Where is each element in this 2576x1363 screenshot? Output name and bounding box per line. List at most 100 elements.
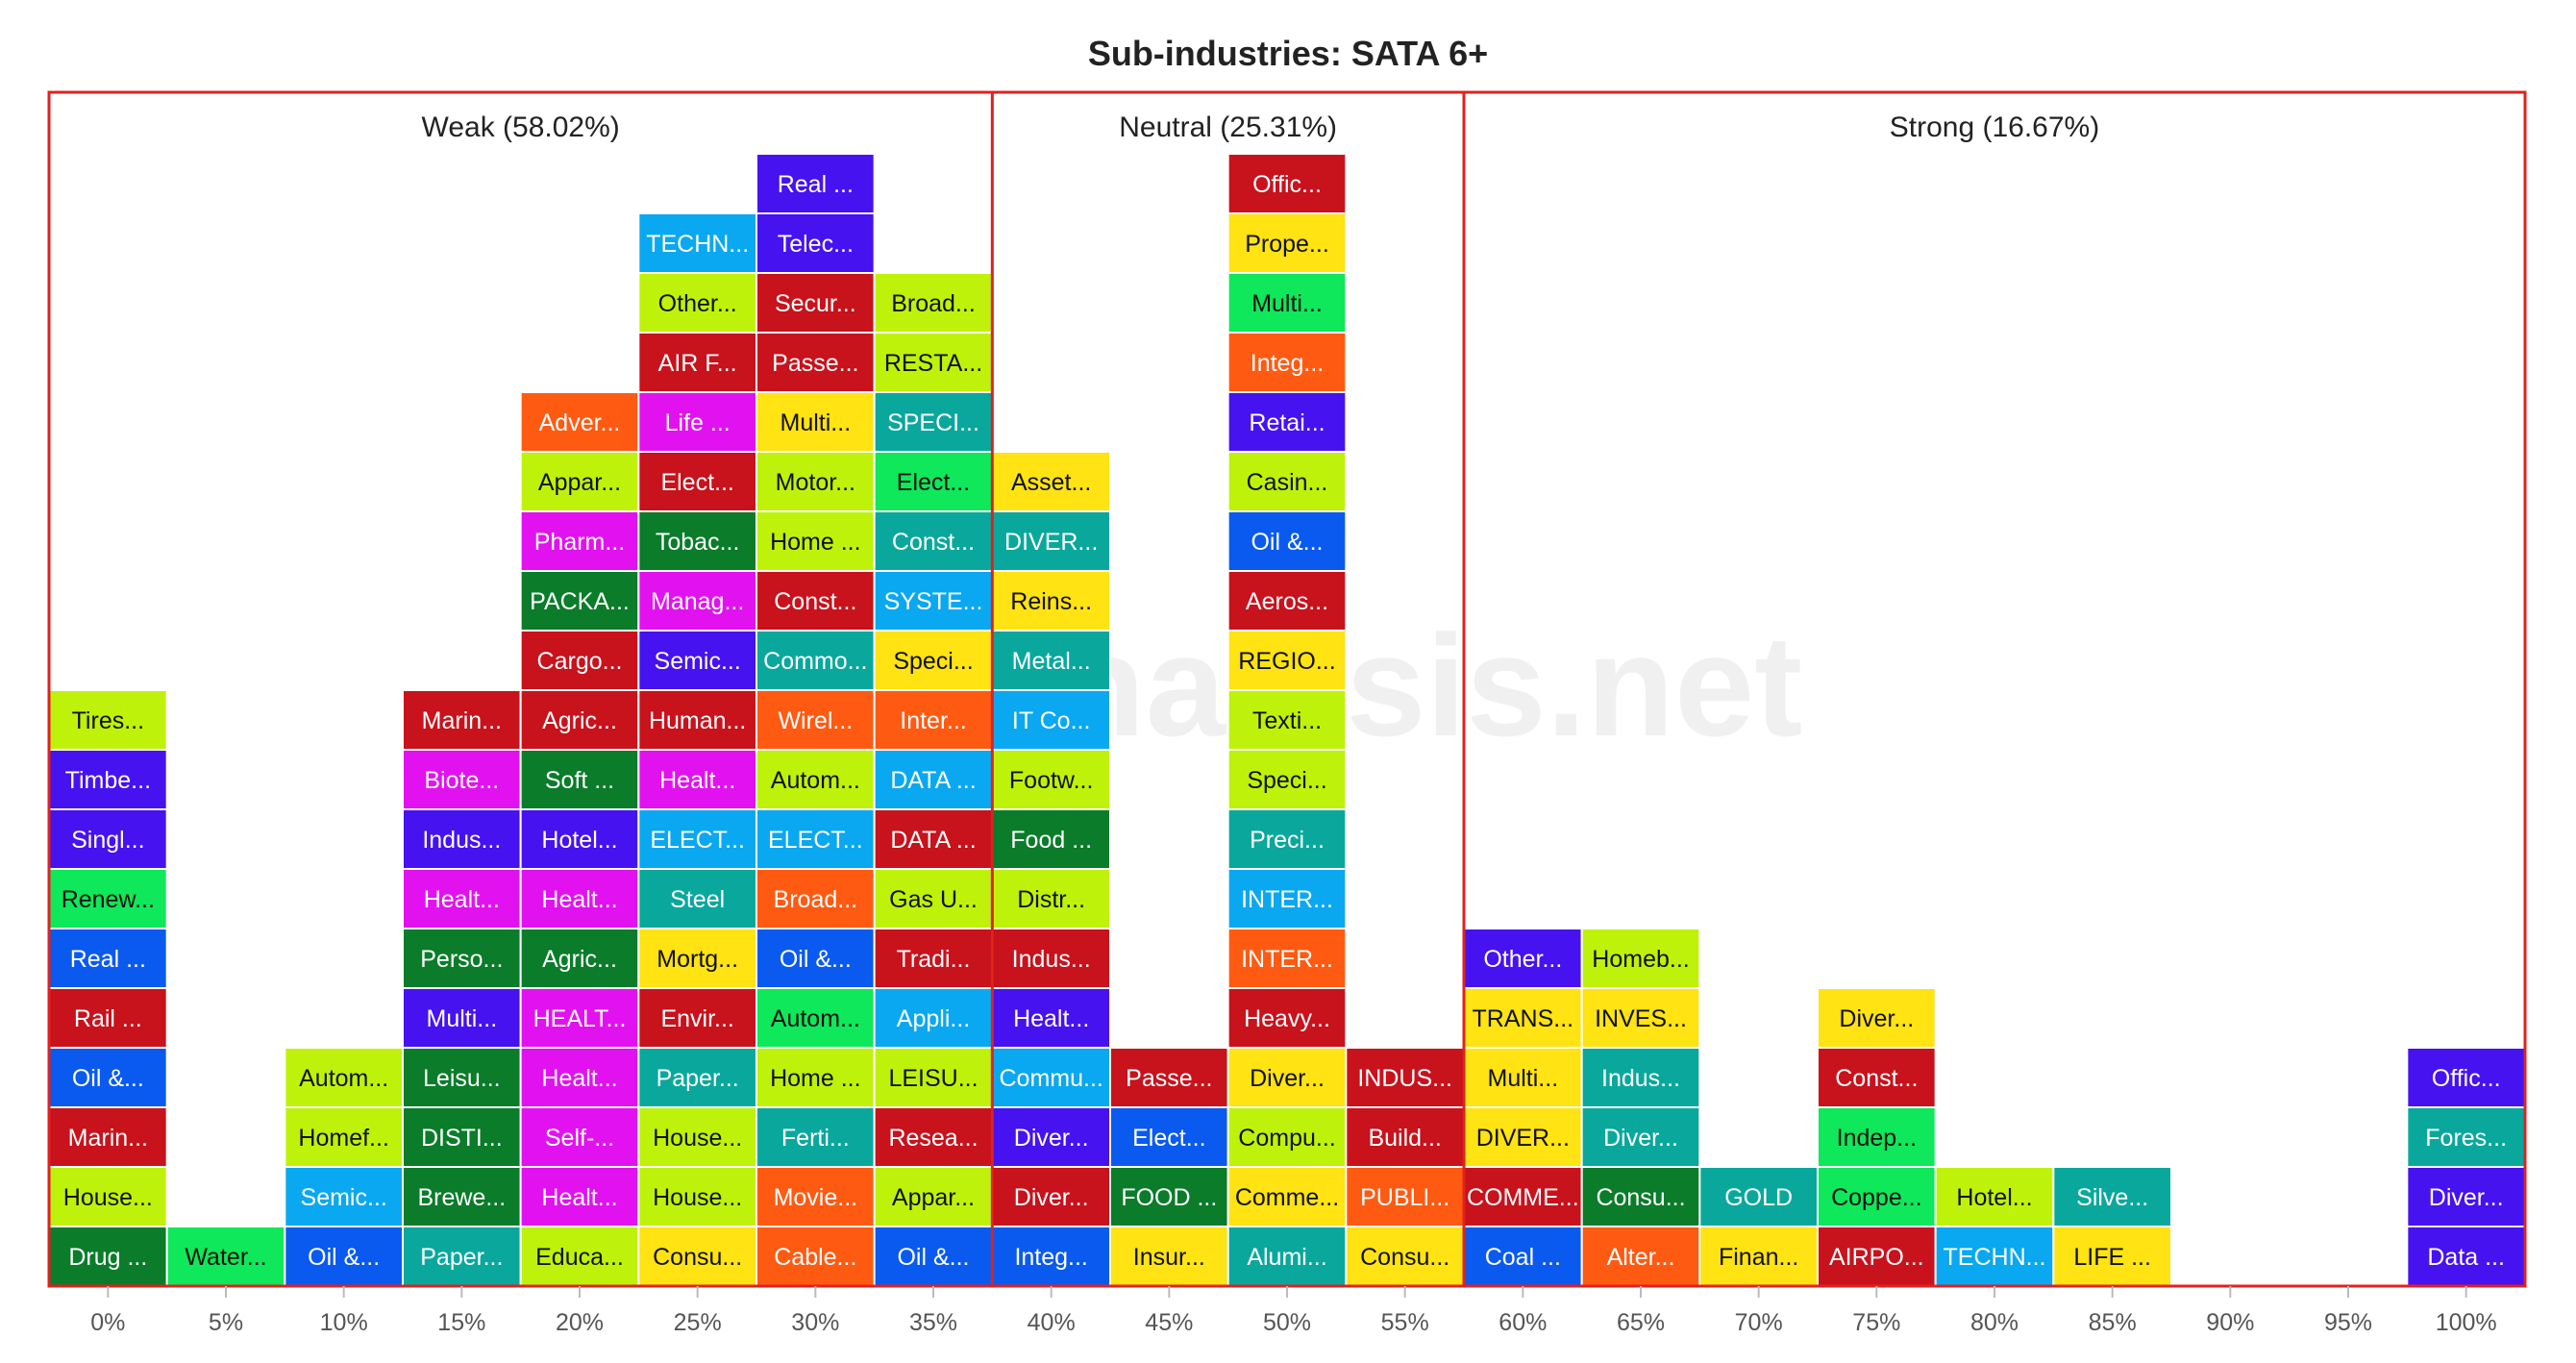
stack-cell: Hotel... [519, 808, 640, 870]
stack-cell: Life ... [637, 391, 757, 453]
stack-cell: HEALT... [519, 987, 640, 1049]
stack-cell: Asset... [991, 451, 1112, 512]
stack-cell-rect [1109, 1106, 1229, 1168]
stack-cell-label: Footw... [1009, 767, 1094, 794]
stack-cell: Adver... [519, 391, 640, 453]
stack-cell-rect [1345, 1106, 1466, 1168]
stack-cell-label: Healt... [541, 1184, 617, 1211]
stack-cell: PUBLI... [1345, 1166, 1466, 1227]
stack-cell-rect [1580, 1106, 1701, 1168]
stack-cell-label: Gas U... [889, 886, 978, 913]
stack-cell-label: Elect... [1132, 1125, 1205, 1152]
stack-cell-rect [1698, 1226, 1820, 1287]
stack-cell-rect [402, 749, 522, 810]
stack-cell-rect [755, 808, 876, 870]
stack-cell: Metal... [991, 630, 1112, 691]
stack-cell-rect [1463, 1106, 1583, 1168]
stack-cell-label: Secur... [775, 290, 856, 317]
stack-cell-label: Speci... [893, 648, 973, 675]
stack-cell-rect [519, 689, 640, 751]
stack-cell-rect [1934, 1166, 2055, 1227]
stack-cell-label: Manag... [651, 588, 744, 615]
x-tick-label: 95% [2324, 1309, 2372, 1336]
stack-cell-label: Mortg... [656, 946, 738, 973]
stack-cell-rect [519, 570, 640, 632]
stack-cell: Broad... [873, 272, 994, 334]
stack-cell-label: Const... [1835, 1065, 1918, 1092]
stack-cell-rect [755, 1106, 876, 1168]
stack-cell-label: Motor... [776, 469, 855, 496]
stack-cell-rect [755, 689, 876, 751]
stack-cell: SYSTE... [873, 570, 994, 632]
x-tick-label: 80% [1970, 1309, 2019, 1336]
stack-cell: Marin... [48, 1106, 168, 1168]
stack-cell-rect [1698, 1166, 1820, 1227]
stack-cell-rect [519, 510, 640, 572]
stack-cell-label: Semic... [655, 648, 741, 675]
stack-cell: Multi... [1226, 272, 1348, 334]
stack-cell-rect [519, 808, 640, 870]
stack-cell-label: Integ... [1251, 350, 1324, 377]
stack-cell: Other... [1463, 928, 1583, 989]
stack-cells: Drug ... House... Marin... Oil &... Rail ...… [48, 153, 2526, 1287]
stack-cell-rect [991, 808, 1112, 870]
stack-cell: Appar... [519, 451, 640, 512]
x-tick-label: 15% [437, 1309, 485, 1336]
stack-cell: LIFE ... [2052, 1226, 2172, 1287]
stack-cell-label: Steel [670, 886, 725, 913]
stack-cell-rect [519, 928, 640, 989]
zone-dividers [990, 92, 1466, 1286]
stack-cell: TECHN... [1934, 1226, 2055, 1287]
stack-cell-label: GOLD [1724, 1184, 1793, 1211]
stack-cell: REGIO... [1226, 630, 1348, 691]
x-tick-label: 55% [1381, 1309, 1429, 1336]
stack-cell-label: Biote... [424, 767, 499, 794]
stack-cell-rect [755, 510, 876, 572]
stack-cell-label: Diver... [1014, 1125, 1089, 1152]
stack-cell-rect [1226, 1226, 1348, 1287]
stack-cell: Envir... [637, 987, 757, 1049]
stack-cell: INVES... [1580, 987, 1701, 1049]
stack-cell: Real ... [755, 153, 876, 214]
stack-cell-label: Distr... [1017, 886, 1085, 913]
stack-cell: Healt... [637, 749, 757, 810]
stack-cell-rect [48, 1106, 168, 1168]
stack-cell-label: DATA ... [890, 827, 976, 854]
x-tick-label: 40% [1028, 1309, 1076, 1336]
stack-cell-label: Indep... [1837, 1125, 1917, 1152]
stack-cell: Agric... [519, 689, 640, 751]
stack-cell-rect [519, 1047, 640, 1108]
stack-cell: INTER... [1226, 868, 1348, 929]
stack-cell-label: Homef... [298, 1125, 388, 1152]
stack-cell-label: Oil &... [897, 1244, 969, 1271]
stack-cell: Oil &... [755, 928, 876, 989]
stack-cell-rect [2052, 1166, 2172, 1227]
stack-cell: Drug ... [48, 1226, 168, 1287]
stack-cell-label: Multi... [427, 1005, 498, 1032]
stack-cell: Secur... [755, 272, 876, 334]
stack-cell: Renew... [48, 868, 168, 929]
stack-cell: Steel [637, 868, 757, 929]
stack-cell: Multi... [1463, 1047, 1583, 1108]
stack-cell-label: Prope... [1245, 231, 1329, 258]
stack-cell: DATA ... [873, 808, 994, 870]
stack-cell-rect [1580, 1047, 1701, 1108]
stack-cell-label: INTER... [1241, 946, 1333, 973]
stack-cell-rect [991, 451, 1112, 512]
stack-cell-rect [1580, 928, 1701, 989]
stack-cell-label: Timbe... [65, 767, 151, 794]
stack-cell-rect [755, 630, 876, 691]
stack-cell: Home ... [755, 1047, 876, 1108]
stack-cell: Broad... [755, 868, 876, 929]
stack-cell-rect [402, 1106, 522, 1168]
stack-cell-rect [1226, 808, 1348, 870]
stack-cell-rect [1226, 212, 1348, 274]
stack-cell-label: Offic... [1252, 171, 1322, 198]
stack-cell-label: Pharm... [534, 529, 625, 556]
stack-cell: Const... [1817, 1047, 1937, 1108]
stack-cell: DIVER... [991, 510, 1112, 572]
stack-cell-label: Other... [1483, 946, 1562, 973]
stack-cell-rect [1226, 1106, 1348, 1168]
stack-cell: House... [637, 1166, 757, 1227]
stack-cell-label: Compu... [1238, 1125, 1335, 1152]
